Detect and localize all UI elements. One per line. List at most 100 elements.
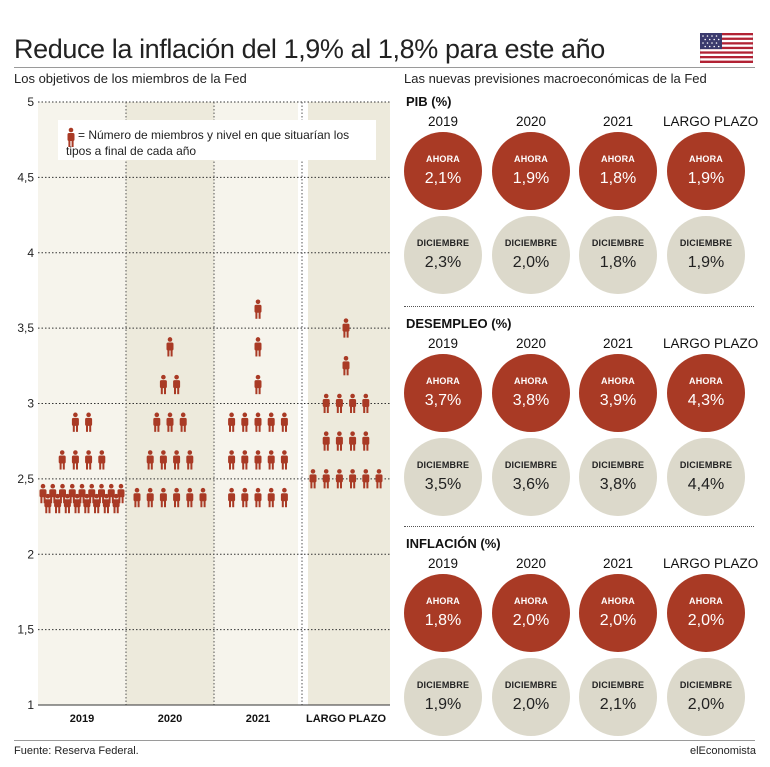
- person-leg: [242, 500, 245, 508]
- forecast-december-value: 1,8%: [599, 254, 637, 271]
- person-body: [322, 399, 330, 407]
- person-leg: [255, 311, 258, 319]
- person-head: [68, 127, 74, 133]
- person-leg: [326, 481, 329, 489]
- forecast-now-circle: AHORA 2,1%: [404, 132, 482, 210]
- person-head: [200, 487, 206, 493]
- member-dot: [166, 337, 174, 357]
- column-year-label: 2019: [427, 114, 459, 129]
- person-leg: [98, 496, 101, 504]
- member-dot: [241, 450, 249, 470]
- person-body: [228, 455, 236, 464]
- member-dot: [98, 450, 106, 470]
- person-body: [254, 455, 262, 464]
- person-body: [71, 417, 79, 426]
- person-head: [187, 487, 193, 493]
- person-body: [241, 493, 249, 502]
- person-head: [180, 412, 186, 418]
- person-leg: [113, 506, 116, 514]
- member-dot: [173, 487, 181, 508]
- forecast-december-value: 2,3%: [424, 254, 462, 271]
- person-leg: [187, 462, 190, 470]
- person-leg: [323, 481, 326, 489]
- member-dot: [186, 450, 194, 470]
- person-leg: [82, 496, 85, 504]
- x-category-label: 2021: [246, 713, 270, 725]
- person-head: [60, 483, 65, 489]
- person-body: [322, 436, 330, 445]
- member-dot: [228, 412, 236, 432]
- person-head: [343, 318, 349, 323]
- person-leg: [177, 462, 180, 470]
- person-body: [59, 489, 66, 498]
- person-leg: [77, 506, 80, 514]
- member-dot: [335, 469, 343, 489]
- person-body: [254, 493, 262, 502]
- person-leg: [285, 424, 287, 432]
- member-dot: [335, 393, 343, 413]
- person-head: [337, 469, 342, 474]
- person-leg: [72, 462, 75, 470]
- member-dot: [71, 450, 79, 470]
- member-dot: [54, 493, 62, 514]
- column-band: [126, 102, 214, 705]
- forecast-december-label: DICIEMBRE: [504, 238, 558, 248]
- person-leg: [180, 424, 183, 432]
- forecast-now-value: 3,8%: [512, 392, 550, 409]
- forecast-now-value: 2,0%: [512, 612, 550, 629]
- member-dot: [254, 337, 262, 357]
- person-head: [84, 493, 90, 499]
- person-leg: [71, 140, 74, 147]
- person-leg: [281, 462, 284, 470]
- person-leg: [363, 443, 366, 451]
- person-body: [309, 474, 317, 483]
- person-head: [255, 487, 261, 493]
- x-category-label: LARGO PLAZO: [306, 713, 386, 725]
- footer-divider: [14, 740, 755, 741]
- person-leg: [147, 462, 150, 470]
- person-leg: [64, 506, 67, 514]
- forecast-december-label: DICIEMBRE: [416, 680, 470, 690]
- y-tick-label: 3,5: [17, 321, 34, 335]
- person-body: [159, 380, 167, 389]
- person-body: [71, 455, 79, 464]
- person-leg: [89, 496, 92, 504]
- member-dot: [254, 487, 262, 508]
- person-head: [167, 412, 173, 418]
- person-leg: [147, 500, 150, 508]
- person-leg: [323, 443, 326, 451]
- person-body: [133, 493, 141, 502]
- person-body: [85, 455, 93, 464]
- person-head: [174, 450, 179, 455]
- column-year-label: 2020: [515, 556, 547, 571]
- person-body: [241, 455, 249, 464]
- member-dot: [349, 469, 357, 489]
- member-dot: [78, 483, 86, 504]
- person-head: [363, 469, 369, 474]
- person-head: [99, 450, 105, 455]
- person-head: [86, 450, 91, 455]
- person-leg: [271, 500, 274, 508]
- person-leg: [92, 496, 95, 504]
- member-dot: [173, 450, 181, 470]
- person-leg: [268, 500, 271, 508]
- forecast-december-value: 3,5%: [424, 476, 462, 493]
- section-heading: DESEMPLEO (%): [406, 316, 512, 331]
- person-body: [335, 436, 343, 445]
- person-head: [187, 450, 193, 455]
- section-divider: [404, 526, 754, 527]
- person-leg: [350, 443, 352, 451]
- person-leg: [43, 496, 46, 504]
- forecast-now-label: AHORA: [514, 596, 548, 606]
- person-body: [146, 455, 154, 464]
- person-leg: [242, 462, 245, 470]
- forecast-now-label: AHORA: [689, 596, 723, 606]
- person-head: [255, 450, 261, 455]
- forecast-section: DESEMPLEO (%) 2019 AHORA 3,7% DICIEMBRE 3,5% 2…: [396, 306, 758, 536]
- person-body: [375, 474, 383, 483]
- person-head: [174, 487, 179, 493]
- member-dot: [166, 412, 174, 432]
- person-head: [50, 483, 56, 489]
- section-heading: PIB (%): [406, 94, 452, 109]
- person-body: [166, 417, 174, 426]
